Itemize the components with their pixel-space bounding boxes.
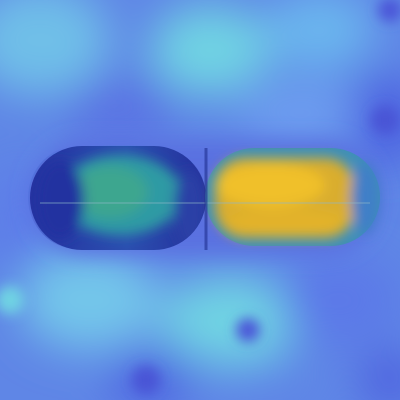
capsule: [30, 146, 380, 250]
